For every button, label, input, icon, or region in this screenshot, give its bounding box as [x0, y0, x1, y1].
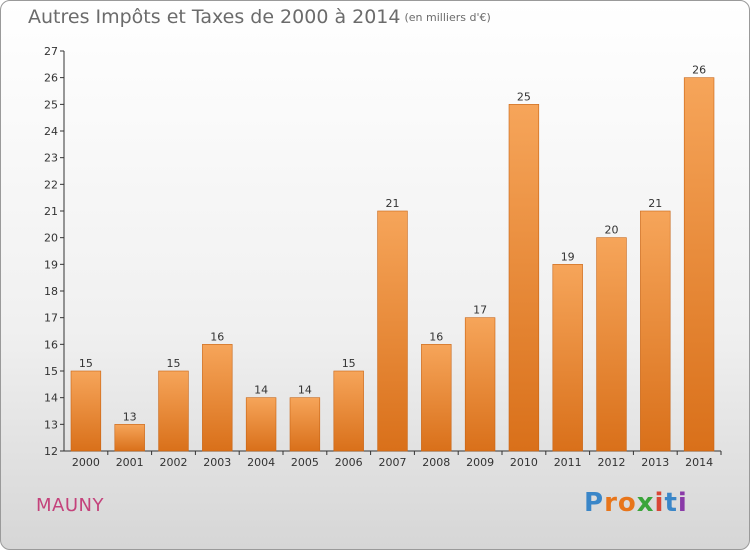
logo-letter: i	[677, 488, 688, 518]
logo-letter: t	[664, 488, 678, 518]
logo-letter: o	[617, 488, 637, 518]
data-label: 16	[429, 330, 443, 343]
logo-letter: i	[654, 488, 665, 518]
data-label: 15	[342, 357, 356, 370]
y-tick-label: 16	[44, 338, 58, 351]
y-tick-label: 15	[44, 365, 58, 378]
bar	[683, 77, 715, 452]
y-tick-label: 18	[44, 285, 58, 298]
data-label: 13	[123, 410, 137, 423]
x-tick-label: 2001	[116, 456, 144, 469]
data-label: 19	[561, 250, 575, 263]
x-tick-label: 2000	[72, 456, 100, 469]
chart-title: Autres Impôts et Taxes de 2000 à 2014 (en…	[28, 6, 491, 28]
bar	[245, 397, 277, 452]
y-tick-label: 24	[44, 125, 58, 138]
data-label: 16	[210, 330, 224, 343]
x-tick-label: 2013	[641, 456, 669, 469]
x-tick-label: 2012	[598, 456, 626, 469]
bar	[552, 264, 583, 452]
data-label: 20	[605, 224, 619, 237]
y-tick-label: 19	[44, 258, 58, 271]
chart-subtitle: (en milliers d'€)	[404, 11, 491, 24]
x-tick-label: 2009	[466, 456, 494, 469]
data-label: 15	[79, 357, 93, 370]
bar	[202, 344, 233, 452]
y-tick-label: 23	[44, 152, 58, 165]
y-tick-label: 17	[44, 312, 58, 325]
data-label: 14	[254, 384, 268, 397]
logo-letter: x	[636, 488, 655, 518]
y-tick-label: 13	[44, 418, 58, 431]
x-tick-label: 2014	[685, 456, 713, 469]
data-label: 26	[692, 64, 706, 77]
data-label: 21	[648, 197, 662, 210]
x-tick-label: 2003	[203, 456, 231, 469]
logo-letter: r	[604, 488, 618, 518]
bar	[333, 370, 364, 452]
x-tick-label: 2006	[335, 456, 363, 469]
y-tick-label: 21	[44, 205, 58, 218]
data-label: 25	[517, 90, 531, 103]
y-tick-label: 26	[44, 72, 58, 85]
y-tick-label: 25	[44, 98, 58, 111]
y-tick-label: 14	[44, 392, 58, 405]
x-tick-label: 2010	[510, 456, 538, 469]
bar	[640, 210, 671, 452]
bar	[596, 237, 627, 452]
data-label: 17	[473, 304, 487, 317]
x-tick-label: 2005	[291, 456, 319, 469]
bar	[421, 344, 452, 452]
data-label: 14	[298, 384, 312, 397]
x-tick-label: 2002	[160, 456, 188, 469]
chart-title-text: Autres Impôts et Taxes de 2000 à 2014	[28, 6, 401, 28]
data-label: 15	[167, 357, 181, 370]
bar	[464, 317, 496, 452]
bar	[377, 210, 408, 452]
x-tick-label: 2008	[422, 456, 450, 469]
y-tick-label: 20	[44, 232, 58, 245]
x-tick-label: 2004	[247, 456, 275, 469]
bar	[289, 397, 321, 452]
bar	[70, 370, 102, 452]
y-tick-label: 27	[44, 45, 58, 58]
logo-letter: P	[584, 488, 605, 518]
bar	[508, 104, 540, 452]
y-tick-label: 22	[44, 178, 58, 191]
x-tick-label: 2007	[379, 456, 407, 469]
bar	[114, 424, 145, 452]
x-tick-label: 2011	[554, 456, 582, 469]
data-label: 21	[386, 197, 400, 210]
location-name: MAUNY	[36, 495, 104, 516]
y-tick-label: 12	[44, 445, 58, 458]
bar	[158, 370, 189, 452]
proxiti-logo: Proxiti	[584, 488, 688, 518]
